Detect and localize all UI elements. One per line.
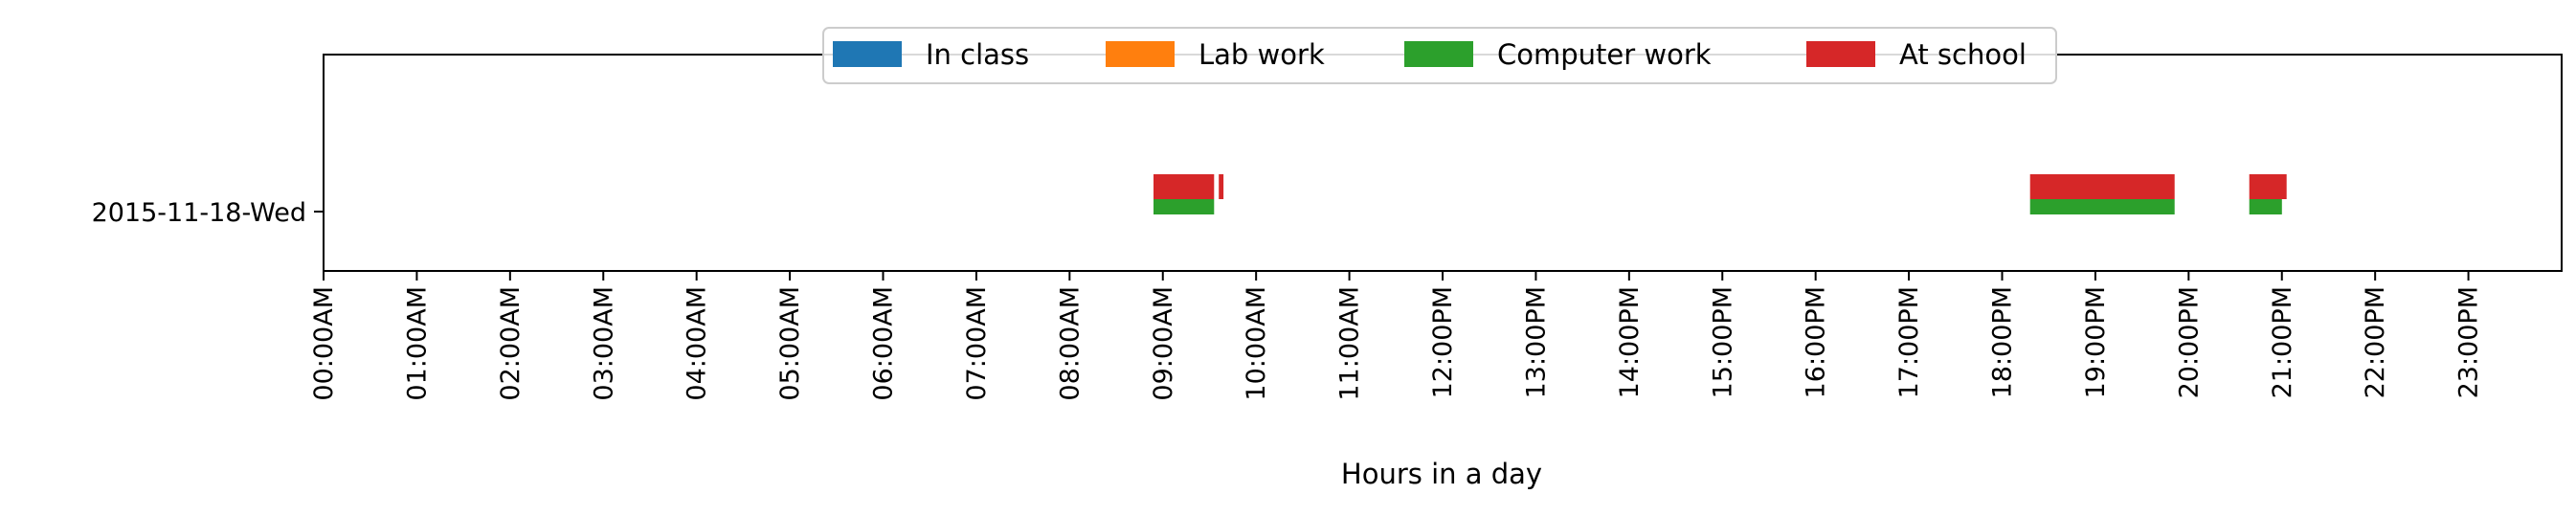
bar-computer-work-2: [2249, 199, 2282, 214]
legend-label-lab-work: Lab work: [1198, 38, 1325, 71]
x-tick-label: 22:00PM: [2361, 286, 2390, 398]
legend-swatch-at-school: [1806, 41, 1875, 67]
x-tick-label: 08:00AM: [1055, 286, 1085, 401]
x-tick-label: 06:00AM: [869, 286, 899, 401]
legend-swatch-lab-work: [1106, 41, 1175, 67]
x-tick-label: 12:00PM: [1428, 286, 1458, 398]
bar-computer-work-1: [2029, 199, 2175, 214]
x-tick-label: 21:00PM: [2268, 286, 2297, 398]
x-tick-label: 05:00AM: [775, 286, 805, 401]
legend: In class Lab work Computer work At school: [822, 27, 2057, 84]
y-tick-label: 2015-11-18-Wed: [92, 198, 306, 228]
x-tick-label: 11:00AM: [1335, 286, 1365, 401]
x-tick-label: 10:00AM: [1242, 286, 1271, 401]
x-axis: 00:00AM 01:00AM 02:00AM 03:00AM 04:00AM 05:00…: [309, 271, 2484, 401]
x-tick-label: 13:00PM: [1521, 286, 1551, 398]
x-tick-label: 16:00PM: [1802, 286, 1831, 398]
legend-label-computer-work: Computer work: [1497, 38, 1712, 71]
bar-at-school-1: [1219, 174, 1224, 199]
bar-at-school-0: [1154, 174, 1215, 199]
x-axis-label: Hours in a day: [1341, 458, 1542, 490]
x-tick-label: 18:00PM: [1988, 286, 2018, 398]
x-tick-label: 17:00PM: [1894, 286, 1924, 398]
x-tick-label: 14:00PM: [1615, 286, 1645, 398]
bar-at-school-3: [2249, 174, 2287, 199]
bars: [1154, 174, 2287, 214]
y-axis: 2015-11-18-Wed: [92, 198, 324, 228]
legend-label-at-school: At school: [1899, 38, 2027, 71]
legend-swatch-in-class: [833, 41, 902, 67]
legend-label-in-class: In class: [926, 38, 1029, 71]
legend-swatch-computer-work: [1404, 41, 1473, 67]
x-tick-label: 04:00AM: [683, 286, 712, 401]
x-tick-label: 01:00AM: [402, 286, 432, 401]
plot-area: [323, 54, 2563, 272]
bar-at-school-2: [2029, 174, 2175, 199]
x-tick-label: 15:00PM: [1708, 286, 1737, 398]
x-tick-label: 07:00AM: [962, 286, 992, 401]
bar-computer-work-0: [1154, 199, 1215, 214]
x-tick-label: 03:00AM: [589, 286, 618, 401]
x-tick-label: 23:00PM: [2454, 286, 2484, 398]
x-tick-label: 20:00PM: [2174, 286, 2204, 398]
x-tick-label: 02:00AM: [496, 286, 526, 401]
x-tick-label: 09:00AM: [1149, 286, 1178, 401]
x-tick-label: 19:00PM: [2081, 286, 2111, 398]
x-tick-label: 00:00AM: [309, 286, 339, 401]
